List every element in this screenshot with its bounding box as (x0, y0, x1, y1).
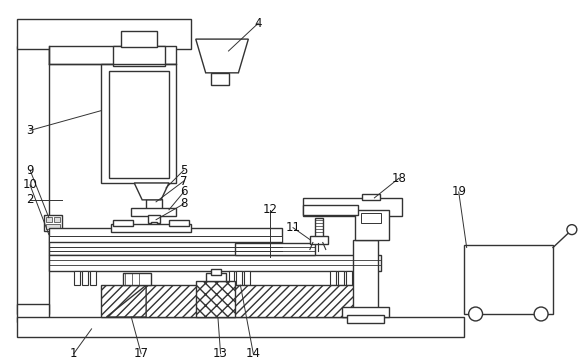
Bar (17, 304, 49, 322)
Text: 19: 19 (451, 185, 466, 198)
Bar (54, 217, 60, 222)
Text: 9: 9 (26, 163, 34, 177)
Bar (44, 215, 62, 231)
Bar (111, 224, 191, 232)
Bar (49, 236, 282, 242)
Bar (49, 242, 282, 256)
Bar (49, 228, 282, 242)
Bar (102, 285, 365, 317)
Bar (82, 271, 88, 285)
Bar (89, 271, 95, 285)
Bar (109, 71, 169, 178)
Bar (303, 198, 402, 216)
Polygon shape (106, 285, 146, 317)
Bar (169, 220, 189, 226)
Bar (113, 46, 165, 66)
Bar (102, 64, 176, 183)
Bar (131, 208, 176, 216)
Bar (245, 271, 250, 285)
Bar (229, 271, 235, 285)
Bar (342, 307, 389, 317)
Bar (146, 199, 162, 209)
Bar (49, 256, 382, 271)
Bar (362, 194, 380, 200)
Bar (49, 46, 176, 64)
Text: 5: 5 (180, 163, 188, 177)
Text: 14: 14 (246, 347, 261, 360)
Bar (338, 271, 343, 285)
Bar (330, 271, 336, 285)
Text: 13: 13 (213, 347, 228, 360)
Bar (353, 240, 378, 317)
Text: 12: 12 (263, 203, 278, 216)
Bar (196, 281, 235, 317)
Text: 2: 2 (26, 193, 34, 206)
Bar (113, 220, 133, 226)
Bar (346, 271, 352, 285)
Circle shape (567, 225, 577, 234)
Bar (362, 213, 382, 223)
Text: 8: 8 (180, 197, 188, 210)
Circle shape (534, 307, 548, 321)
Bar (355, 210, 389, 240)
Bar (17, 317, 464, 337)
Bar (310, 236, 328, 244)
Bar (211, 269, 220, 275)
Text: 1: 1 (70, 347, 78, 360)
Bar (123, 273, 151, 285)
Bar (74, 271, 79, 285)
Bar (315, 218, 323, 238)
Polygon shape (134, 183, 169, 200)
Text: 18: 18 (392, 171, 407, 185)
Bar (46, 224, 60, 229)
Text: 10: 10 (22, 178, 38, 191)
Bar (211, 73, 229, 85)
Bar (148, 215, 160, 223)
Text: 3: 3 (26, 124, 34, 137)
Circle shape (469, 307, 483, 321)
Bar (121, 31, 157, 47)
Text: 4: 4 (255, 17, 262, 30)
Text: 17: 17 (133, 347, 149, 360)
Bar (17, 46, 49, 314)
Bar (46, 217, 52, 222)
Text: 6: 6 (180, 185, 188, 198)
Polygon shape (196, 39, 248, 73)
Bar (151, 222, 157, 228)
Bar (236, 271, 242, 285)
Bar (303, 205, 358, 215)
Text: 11: 11 (286, 221, 300, 234)
Text: 7: 7 (180, 174, 188, 187)
Bar (346, 315, 385, 323)
Bar (206, 273, 226, 281)
Bar (235, 242, 315, 256)
Bar (17, 19, 191, 49)
Bar (464, 245, 553, 314)
